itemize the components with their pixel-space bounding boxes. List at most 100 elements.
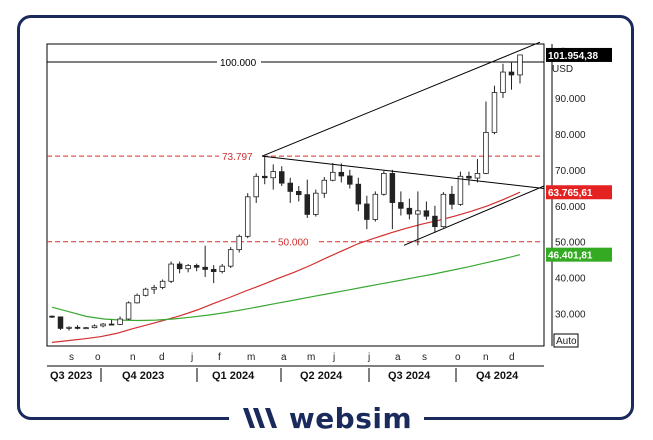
x-month-tick: d: [509, 352, 515, 363]
level-label-bg: [275, 235, 319, 248]
x-quarter-label: Q4 2024: [476, 370, 519, 382]
price-tag-label: 63.765,61: [548, 188, 593, 199]
x-quarter-label: Q3 2024: [388, 370, 431, 382]
auto-scale-label: Auto: [556, 336, 577, 347]
candle-body: [49, 315, 55, 318]
candle-body: [151, 286, 157, 290]
candle-body: [176, 263, 183, 270]
candle-body: [517, 54, 523, 76]
candle-body: [236, 235, 242, 251]
candle-body: [244, 196, 251, 237]
candle-body: [415, 210, 421, 215]
y-tick-label: 40.000: [555, 274, 586, 285]
candle-body: [279, 171, 285, 184]
price-tag: [546, 185, 612, 200]
x-month-tick: n: [130, 352, 136, 363]
auto-scale-button: [553, 333, 579, 348]
candle-body: [330, 171, 336, 181]
websim-mark-icon: [242, 408, 277, 428]
candle-body: [159, 280, 166, 288]
candle-body: [287, 182, 293, 192]
candle-body: [440, 193, 447, 228]
x-month-tick: s: [69, 352, 74, 363]
candle-body: [372, 193, 379, 220]
candle-body: [347, 175, 353, 185]
candle-body: [108, 323, 115, 326]
x-month-tick: d: [159, 352, 165, 363]
x-month-tick: n: [483, 352, 489, 363]
candle-body: [83, 327, 89, 330]
x-quarter-label: Q3 2023: [50, 370, 92, 382]
y-tick-label: 50.000: [555, 238, 586, 249]
candle-body: [457, 175, 464, 205]
x-month-tick: a: [395, 352, 401, 363]
y-tick-label: 30.000: [555, 310, 586, 321]
price-tag: [546, 247, 612, 262]
x-month-tick: j: [190, 352, 193, 363]
candle-body: [364, 203, 370, 220]
y-tick-label: 60.000: [555, 202, 586, 213]
candle-body: [261, 175, 268, 179]
candle-body: [270, 171, 276, 179]
candle-body: [304, 194, 311, 215]
y-tick-label: 80.000: [555, 130, 586, 141]
level-label: 73.797: [222, 152, 253, 163]
y-tick-label: 90.000: [555, 94, 586, 105]
candle-body: [466, 175, 472, 179]
candle-body: [74, 326, 81, 329]
candle-body: [474, 173, 481, 179]
level-label: 100.000: [220, 58, 257, 69]
x-month-tick: a: [281, 352, 287, 363]
candle-body: [508, 71, 515, 76]
candle-body: [500, 71, 506, 93]
candle-body: [253, 175, 259, 198]
candle-body: [202, 266, 208, 270]
candle-body: [321, 179, 328, 194]
candle-body: [423, 210, 430, 217]
x-month-tick: s: [422, 352, 427, 363]
candle-body: [389, 173, 396, 203]
trendline-upper-channel: [261, 41, 541, 157]
trendline-ascending: [403, 185, 545, 246]
y-tick-label: 70.000: [555, 166, 586, 177]
candle-body: [117, 318, 123, 325]
candle-body: [193, 265, 200, 268]
level-label-bg: [217, 55, 261, 68]
candle-body: [355, 183, 362, 205]
websim-logo: websim: [0, 398, 653, 440]
currency-tick: USD: [552, 64, 573, 75]
x-quarter-label: Q1 2024: [212, 370, 255, 382]
moving-average-line: [51, 254, 521, 322]
candle-body: [483, 132, 489, 174]
candle-body: [125, 302, 132, 320]
x-month-tick: f: [218, 352, 221, 363]
candle-body: [227, 249, 234, 267]
price-tag-label: 101.954,38: [548, 51, 598, 62]
x-month-tick: j: [367, 352, 370, 363]
level-label-bg: [219, 150, 263, 163]
x-month-tick: m: [307, 352, 315, 363]
candle-body: [134, 294, 140, 304]
x-quarter-label: Q2 2024: [300, 370, 343, 382]
websim-logo-text: websim: [288, 401, 413, 435]
candle-body: [406, 207, 413, 215]
candle-body: [398, 202, 404, 209]
price-tag: [546, 47, 612, 62]
candle-body: [185, 265, 191, 270]
trendline-descending: [261, 155, 545, 190]
candle-body: [66, 326, 72, 329]
candle-body: [338, 171, 345, 177]
candle-body: [168, 263, 174, 282]
candle-body: [449, 193, 455, 205]
candle-body: [219, 265, 225, 272]
level-label: 50.000: [278, 238, 309, 249]
candle-body: [57, 316, 64, 329]
x-month-tick: m: [247, 352, 255, 363]
candle-body: [313, 192, 319, 215]
candle-body: [491, 92, 498, 133]
candle-body: [210, 269, 217, 272]
candle-body: [91, 325, 98, 329]
candle-body: [296, 191, 302, 196]
candle-body: [381, 173, 387, 195]
